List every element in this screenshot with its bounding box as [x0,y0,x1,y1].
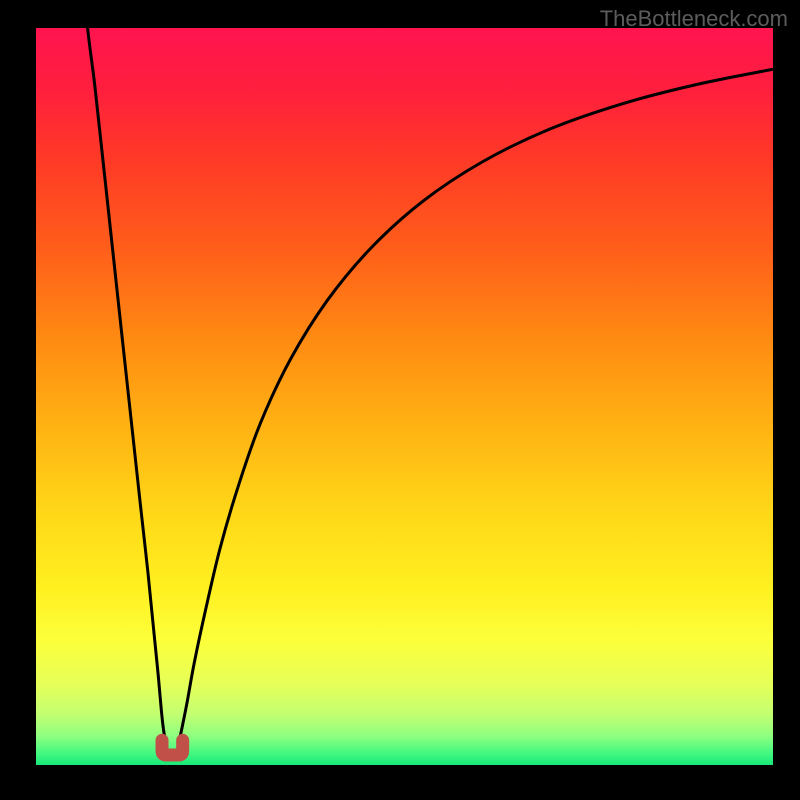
chart-container: TheBottleneck.com [0,0,800,800]
watermark-text: TheBottleneck.com [600,6,788,32]
bottleneck-chart [0,0,800,800]
gradient-background [36,28,773,765]
